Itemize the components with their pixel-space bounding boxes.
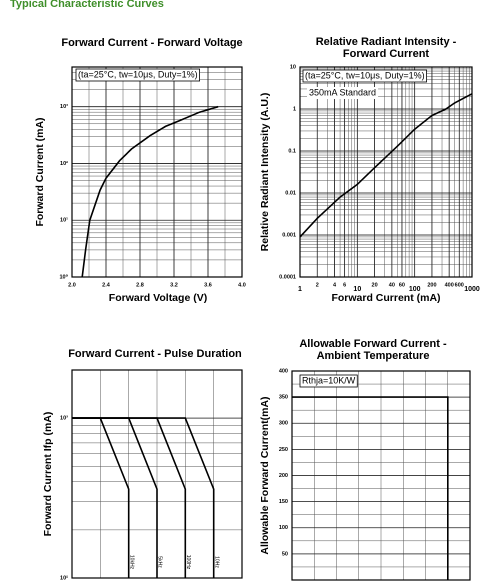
annotation-box — [302, 69, 427, 83]
y-tick-label: 10² — [60, 160, 68, 167]
x-tick-label: 4.0 — [238, 282, 246, 288]
annotation-box — [299, 374, 358, 388]
series-label: 10kHz — [128, 555, 134, 570]
x-tick-label: 60 — [399, 282, 405, 288]
series-label: 5kHz — [157, 556, 163, 568]
annotation-box — [307, 87, 379, 99]
chart-title: Forward Current — [343, 48, 430, 60]
x-tick-label: 1 — [298, 286, 302, 293]
chart-title: Forward Current - Forward Voltage — [61, 37, 242, 49]
x-tick-label: 4 — [333, 282, 337, 288]
series-label: 10Hz — [213, 556, 219, 568]
y-tick-label: 200 — [279, 473, 288, 479]
chart-title: Forward Current - Pulse Duration — [68, 348, 242, 360]
annotation: (ta=25°C, tw=10μs, Duty=1%) — [78, 69, 198, 79]
x-tick-label: 3.6 — [204, 282, 212, 288]
y-tick-label: 100 — [279, 525, 288, 531]
x-axis-label: Forward Current (mA) — [331, 292, 440, 304]
x-tick-label: 10 — [353, 286, 361, 293]
x-tick-label: 2.4 — [102, 282, 111, 288]
x-tick-label: 2.8 — [136, 282, 144, 288]
series-line — [299, 93, 473, 238]
chart-title: Ambient Temperature — [317, 350, 430, 362]
y-tick-label: 350 — [279, 395, 288, 401]
series-line — [72, 417, 215, 578]
y-axis-label: Forward Current (mA) — [34, 117, 46, 226]
y-axis-label: Forward Current Ifp (mA) — [42, 412, 54, 537]
plot-frame — [71, 66, 243, 278]
y-tick-label: 10³ — [60, 415, 68, 422]
annotation-box — [75, 68, 200, 82]
y-tick-label: 10 — [290, 64, 296, 70]
x-axis-label: Forward Voltage (V) — [109, 292, 207, 304]
x-tick-label: 400 — [445, 282, 454, 288]
annotation: 350mA Standard — [309, 87, 376, 97]
x-tick-label: 40 — [389, 282, 395, 288]
plot-frame — [291, 370, 471, 581]
y-tick-label: 0.01 — [285, 190, 296, 196]
y-axis-label: Allowable Forward Current(mA) — [259, 396, 271, 554]
y-tick-label: 0.001 — [282, 232, 296, 238]
x-tick-label: 1000 — [464, 286, 480, 293]
y-tick-label: 10³ — [60, 103, 68, 110]
x-tick-label: 200 — [427, 282, 436, 288]
x-tick-label: 2 — [316, 282, 319, 288]
chart-title: Relative Radiant Intensity - — [316, 36, 457, 48]
y-tick-label: 150 — [279, 499, 288, 505]
series-line — [292, 396, 449, 580]
x-tick-label: 100 — [409, 286, 421, 293]
x-tick-label: 6 — [343, 282, 346, 288]
y-tick-label: 0.1 — [288, 148, 296, 154]
x-tick-label: 2.0 — [68, 282, 76, 288]
x-tick-label: 3.2 — [170, 282, 178, 288]
y-tick-label: 0.0001 — [279, 274, 296, 280]
y-tick-label: 400 — [279, 368, 288, 374]
y-tick-label: 1 — [293, 106, 296, 112]
series-line — [81, 105, 219, 278]
x-tick-label: 20 — [372, 282, 378, 288]
chart-title: Allowable Forward Current - — [299, 338, 447, 350]
plot-frame — [299, 66, 473, 278]
y-tick-label: 10² — [60, 574, 68, 581]
y-tick-label: 10⁰ — [59, 273, 68, 280]
y-tick-label: 10¹ — [60, 217, 68, 224]
y-tick-label: 250 — [279, 447, 288, 453]
y-tick-label: 300 — [279, 421, 288, 427]
page-title: Typical Characteristic Curves — [10, 0, 164, 10]
series-label: 100Hz — [185, 555, 191, 570]
annotation: Rthja=10K/W — [302, 375, 356, 385]
y-axis-label: Relative Radiant Intensity (A.U.) — [259, 93, 271, 252]
x-tick-label: 600 — [455, 282, 464, 288]
annotation: (ta=25°C, tw=10μs, Duty=1%) — [305, 70, 425, 80]
series-line — [72, 417, 158, 578]
y-tick-label: 50 — [282, 551, 288, 557]
